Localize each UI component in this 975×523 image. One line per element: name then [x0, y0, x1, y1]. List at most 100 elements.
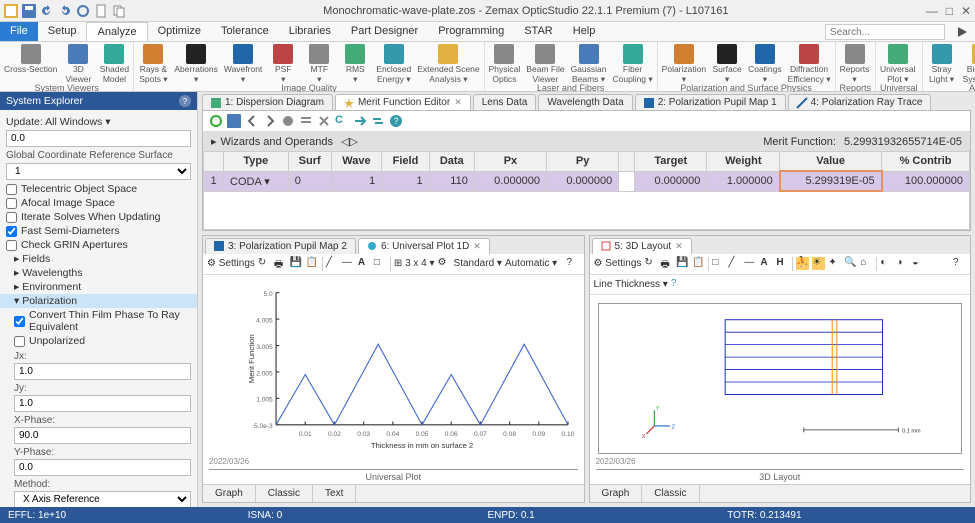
ribbon-item[interactable]: 3DViewer	[63, 44, 93, 83]
unpolarized-check[interactable]	[14, 336, 25, 347]
ribbon-item[interactable]: Polarization▾	[662, 44, 706, 83]
menu-tolerance[interactable]: Tolerance	[211, 22, 279, 41]
menu-programming[interactable]: Programming	[428, 22, 514, 41]
afocal-check[interactable]	[6, 198, 17, 209]
jx-input[interactable]	[14, 363, 191, 380]
close-button[interactable]: ✕	[961, 4, 971, 18]
tree-environment[interactable]: ▸ Environment	[6, 280, 191, 294]
save-icon[interactable]: 💾	[290, 257, 303, 270]
save-icon[interactable]: 💾	[676, 257, 689, 270]
tab-polmap[interactable]: 2: Polarization Pupil Map 1	[635, 94, 786, 110]
tab-poltrace[interactable]: 4: Polarization Ray Trace	[788, 94, 932, 110]
home-icon[interactable]: ⌂	[860, 257, 873, 270]
update-row[interactable]: Update: All Windows ▾	[6, 116, 191, 128]
iterate-check[interactable]	[6, 212, 17, 223]
grin-check[interactable]	[6, 240, 17, 251]
line-thickness-select[interactable]: Line Thickness ▾	[594, 279, 668, 290]
copy-icon[interactable]: 📋	[692, 257, 705, 270]
tab-dispersion[interactable]: 1: Dispersion Diagram	[202, 94, 333, 110]
menu-partdesigner[interactable]: Part Designer	[341, 22, 428, 41]
menu-optimize[interactable]: Optimize	[148, 22, 211, 41]
gear-icon[interactable]	[281, 114, 295, 128]
ribbon-item[interactable]: ShadedModel	[99, 44, 129, 83]
menu-star[interactable]: STAR	[514, 22, 563, 41]
a-icon[interactable]: A	[358, 257, 371, 270]
btab-classic[interactable]: Classic	[642, 485, 699, 502]
copy-icon[interactable]: 📋	[306, 257, 319, 270]
ribbon-item[interactable]: DiffractionEfficiency ▾	[788, 44, 831, 83]
grid-select[interactable]: ⊞ 3 x 4 ▾	[394, 258, 435, 269]
search-input[interactable]	[825, 24, 945, 40]
ribbon-item[interactable]: Extended SceneAnalysis ▾	[417, 44, 479, 83]
btab-graph[interactable]: Graph	[203, 485, 256, 502]
tab-lens[interactable]: Lens Data	[473, 94, 537, 110]
ribbon-item[interactable]: Coatings▾	[748, 44, 782, 83]
menu-analyze[interactable]: Analyze	[86, 22, 147, 41]
ribbon-item[interactable]: GaussianBeams ▾	[571, 44, 607, 83]
help-icon[interactable]: ?	[953, 257, 966, 270]
menu-file[interactable]: File	[0, 22, 38, 41]
tab-universal-plot[interactable]: 6: Universal Plot 1D✕	[358, 238, 490, 254]
ribbon-item[interactable]: Rays &Spots ▾	[138, 44, 168, 83]
btab-text[interactable]: Text	[313, 485, 356, 502]
rot2-icon[interactable]: ◑	[896, 257, 909, 270]
settings-button[interactable]: ⚙ Settings	[594, 258, 642, 269]
menu-setup[interactable]: Setup	[38, 22, 87, 41]
print-icon[interactable]: 🖶	[660, 257, 673, 270]
tab-3d-layout[interactable]: 5: 3D Layout✕	[592, 238, 692, 254]
ribbon-item[interactable]: Aberrations▾	[174, 44, 217, 83]
back-icon[interactable]	[245, 114, 259, 128]
list-icon[interactable]	[299, 114, 313, 128]
minus-icon[interactable]: —	[744, 257, 757, 270]
ribbon-item[interactable]: Cross-Section	[4, 44, 57, 83]
help-icon[interactable]: ?	[389, 114, 403, 128]
axes-icon[interactable]: ✦	[828, 257, 841, 270]
convert-check[interactable]	[14, 316, 25, 327]
wizards-toggle[interactable]: ▸ Wizards and Operands	[211, 135, 333, 148]
ribbon-item[interactable]: UniversalPlot ▾	[880, 44, 915, 83]
a-icon[interactable]: A	[760, 257, 773, 270]
square-icon[interactable]: □	[712, 257, 725, 270]
h-icon[interactable]: H	[776, 257, 789, 270]
sun-icon[interactable]: ☀	[812, 257, 825, 270]
settings-button[interactable]: ⚙ Settings	[207, 258, 255, 269]
square-icon[interactable]: □	[374, 257, 387, 270]
ribbon-item[interactable]: Beam FileViewer	[526, 44, 564, 83]
play-icon[interactable]	[955, 25, 969, 39]
help-icon[interactable]: ?	[671, 278, 684, 291]
tab-merit[interactable]: Merit Function Editor✕	[335, 94, 471, 110]
refval-input[interactable]	[6, 130, 191, 147]
maximize-button[interactable]: □	[946, 4, 953, 18]
zoom-icon[interactable]: 🔍	[844, 257, 857, 270]
menu-help[interactable]: Help	[563, 22, 606, 41]
tree-wavelengths[interactable]: ▸ Wavelengths	[6, 266, 191, 280]
table-row[interactable]: 1 CODA ▾ 0 1 1 110 0.000000 0.000000 0.0…	[204, 171, 970, 191]
forward-icon[interactable]	[263, 114, 277, 128]
copy-icon[interactable]	[112, 4, 126, 18]
undo-icon[interactable]	[40, 4, 54, 18]
line-icon[interactable]: ╱	[326, 257, 339, 270]
refresh-icon[interactable]: ↻	[644, 257, 657, 270]
refresh-icon[interactable]: ↻	[258, 257, 271, 270]
xphase-input[interactable]	[14, 427, 191, 444]
ribbon-item[interactable]: Wavefront▾	[224, 44, 262, 83]
menu-libraries[interactable]: Libraries	[279, 22, 341, 41]
ribbon-item[interactable]: EnclosedEnergy ▾	[376, 44, 411, 83]
btab-classic[interactable]: Classic	[256, 485, 313, 502]
ribbon-item[interactable]: PSF▾	[268, 44, 298, 83]
arrow-icon[interactable]	[353, 114, 367, 128]
tree-polarization[interactable]: ▾ Polarization	[0, 294, 197, 308]
c-icon[interactable]: C	[335, 114, 349, 128]
nav-left-icon[interactable]: ◁	[341, 135, 349, 148]
print-icon[interactable]: 🖶	[274, 257, 287, 270]
swap-icon[interactable]	[371, 114, 385, 128]
jy-input[interactable]	[14, 395, 191, 412]
refresh-icon[interactable]	[209, 114, 223, 128]
ribbon-item[interactable]: RMS▾	[340, 44, 370, 83]
redo-icon[interactable]	[58, 4, 72, 18]
nav-right-icon[interactable]: ▷	[350, 135, 358, 148]
tab-polmap2[interactable]: 3: Polarization Pupil Map 2	[205, 238, 356, 254]
cut-icon[interactable]	[317, 114, 331, 128]
line-icon[interactable]: ╱	[728, 257, 741, 270]
ribbon-item[interactable]: Reports▾	[840, 44, 870, 83]
